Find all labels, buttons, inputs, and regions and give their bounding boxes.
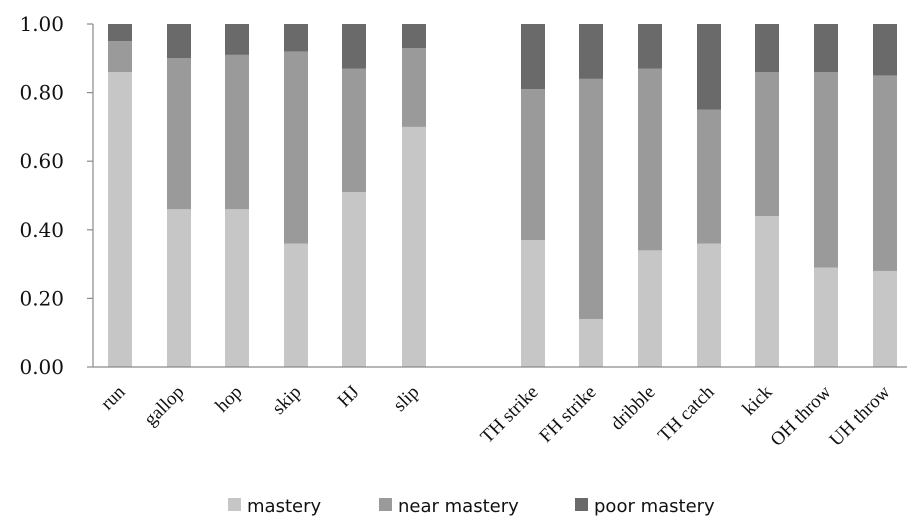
- bar-stack-9: [697, 24, 721, 367]
- bar-stack-8: [638, 24, 662, 367]
- legend-label: poor mastery: [594, 496, 715, 517]
- bar-segment-near-mastery: [755, 72, 779, 217]
- bar-segment-poor-mastery: [521, 24, 545, 90]
- x-tick-label: FH strike: [535, 382, 600, 447]
- bar-segment-mastery: [167, 209, 191, 367]
- y-axis: 0.00 0.20 0.40 0.60 0.80 1.00: [19, 12, 94, 379]
- bar-segment-near-mastery: [814, 72, 838, 268]
- bar-segment-near-mastery: [697, 109, 721, 244]
- x-tick-label: hop: [212, 382, 247, 417]
- legend-label: mastery: [247, 496, 321, 517]
- bar-stack-11: [814, 24, 838, 367]
- legend-item: poor mastery: [575, 496, 715, 517]
- y-tick-label: 1.00: [19, 12, 64, 36]
- legend: mastery near mastery poor mastery: [228, 496, 715, 517]
- bar-segment-mastery: [225, 209, 249, 367]
- x-tick-label: TH catch: [654, 381, 719, 446]
- bar-segment-mastery: [108, 72, 132, 368]
- legend-swatch: [575, 498, 588, 511]
- bar-segment-mastery: [521, 240, 545, 367]
- bar-segment-poor-mastery: [873, 24, 897, 76]
- y-tick-label: 0.20: [19, 286, 64, 310]
- bar-segment-mastery: [284, 243, 308, 367]
- bar-segment-poor-mastery: [638, 24, 662, 69]
- bar-segment-poor-mastery: [284, 24, 308, 52]
- x-tick-label: kick: [739, 381, 777, 419]
- bar-stack-3: [284, 24, 308, 367]
- x-tick-label: OH throw: [767, 381, 836, 450]
- bar-segment-near-mastery: [579, 78, 603, 319]
- bar-segment-poor-mastery: [579, 24, 603, 79]
- bar-stack-12: [873, 24, 897, 367]
- bar-segment-mastery: [638, 250, 662, 367]
- bar-segment-poor-mastery: [755, 24, 779, 73]
- x-tick-label: gallop: [140, 382, 188, 430]
- x-tick-label: HJ: [334, 382, 364, 412]
- bar-segment-mastery: [697, 243, 721, 367]
- x-tick-label: run: [97, 381, 130, 414]
- bar-segment-near-mastery: [873, 75, 897, 271]
- bar-stack-10: [755, 24, 779, 367]
- bar-segment-near-mastery: [167, 58, 191, 210]
- legend-label: near mastery: [398, 496, 519, 517]
- bar-segment-mastery: [579, 318, 603, 367]
- bar-stack-7: [579, 24, 603, 367]
- bar-segment-poor-mastery: [225, 24, 249, 55]
- bar-segment-mastery: [755, 216, 779, 367]
- bar-stack-0: [108, 24, 132, 368]
- x-tick-label: dribble: [607, 382, 660, 435]
- bar-segment-near-mastery: [521, 89, 545, 241]
- bar-segment-mastery: [814, 267, 838, 367]
- bar-segment-poor-mastery: [108, 24, 132, 42]
- bars: [108, 24, 897, 368]
- y-tick-label: 0.40: [19, 218, 64, 242]
- bar-segment-poor-mastery: [814, 24, 838, 73]
- bar-segment-near-mastery: [342, 68, 366, 193]
- bar-segment-poor-mastery: [402, 24, 426, 49]
- bar-stack-5: [402, 24, 426, 368]
- bar-stack-1: [167, 24, 191, 367]
- bar-stack-4: [342, 24, 366, 367]
- x-tick-label: UH throw: [826, 381, 895, 450]
- bar-segment-near-mastery: [108, 41, 132, 73]
- legend-swatch: [379, 498, 392, 511]
- legend-item: mastery: [228, 496, 321, 517]
- y-tick-label: 0.00: [19, 355, 64, 379]
- bar-segment-near-mastery: [638, 68, 662, 251]
- legend-item: near mastery: [379, 496, 519, 517]
- bar-segment-near-mastery: [284, 51, 308, 244]
- bar-segment-mastery: [873, 270, 897, 367]
- bar-segment-near-mastery: [225, 54, 249, 210]
- bar-segment-mastery: [342, 192, 366, 367]
- bar-stack-6: [521, 24, 545, 367]
- y-tick-label: 0.60: [19, 149, 64, 173]
- bar-segment-poor-mastery: [697, 24, 721, 110]
- x-tick-label: TH strike: [477, 382, 543, 448]
- bar-segment-poor-mastery: [342, 24, 366, 69]
- x-tick-label: slip: [389, 382, 423, 416]
- bar-segment-near-mastery: [402, 48, 426, 127]
- y-tick-label: 0.80: [19, 81, 64, 105]
- x-tick-label: skip: [268, 382, 305, 419]
- bar-segment-poor-mastery: [167, 24, 191, 59]
- bar-segment-mastery: [402, 126, 426, 368]
- legend-swatch: [228, 498, 241, 511]
- bar-stack-2: [225, 24, 249, 367]
